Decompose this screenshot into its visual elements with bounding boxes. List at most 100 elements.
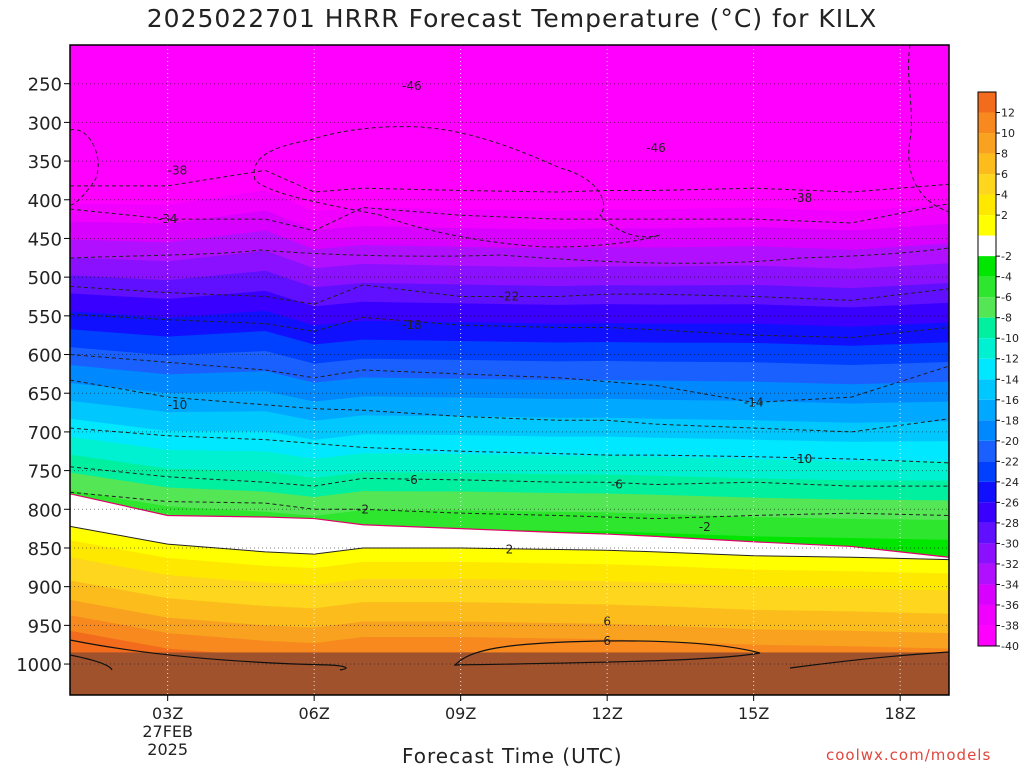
colorbar-label: 6: [1001, 168, 1008, 181]
y-tick-label: 650: [28, 384, 62, 405]
colorbar-swatch: [978, 399, 996, 421]
colorbar-swatch: [978, 358, 996, 380]
colorbar-swatch: [978, 317, 996, 339]
x-tick-label: 18Z: [885, 704, 916, 723]
colorbar-swatch: [978, 92, 996, 113]
plot-frame: [69, 44, 950, 696]
colorbar-swatch: [978, 543, 996, 564]
colorbar-swatch: [978, 215, 996, 236]
y-tick-label: 400: [28, 191, 62, 212]
colorbar-label: -26: [1001, 496, 1019, 509]
isotherm-plus10-left: [70, 654, 113, 671]
colorbar-swatch: [978, 235, 996, 257]
contour-label: 2: [506, 543, 514, 557]
colorbar-swatch: [978, 379, 996, 400]
isotherm-line: [70, 354, 949, 404]
colorbar-label: 2: [1001, 209, 1008, 222]
credit-link[interactable]: coolwx.com/models: [826, 746, 992, 764]
contour-label: -46: [646, 141, 666, 155]
y-tick-label: 350: [28, 152, 62, 173]
colorbar-label: 12: [1001, 107, 1015, 120]
colorbar-label: -8: [1001, 312, 1012, 325]
colorbar-label: -12: [1001, 353, 1019, 366]
colorbar-swatch: [978, 625, 996, 646]
y-tick-label: 1000: [16, 655, 62, 676]
x-date-label: 27FEB: [142, 722, 193, 741]
isotherm-plus6-right: [789, 651, 949, 669]
colorbar-swatch: [978, 502, 996, 523]
contour-label: -14: [744, 396, 764, 410]
contour-label: -6: [406, 473, 418, 487]
isotherm-line: [70, 466, 949, 487]
colorbar-label: -40: [1001, 640, 1019, 653]
colorbar-swatch: [978, 112, 996, 134]
contour-label: -18: [402, 318, 422, 332]
colorbar-swatch: [978, 481, 996, 503]
colorbar-swatch: [978, 133, 996, 154]
colorbar-label: -2: [1001, 250, 1012, 263]
isotherm-minus46-right: [908, 45, 949, 213]
contour-label: -46: [402, 79, 422, 93]
colorbar-label: -16: [1001, 394, 1019, 407]
isotherm-line: [70, 313, 949, 339]
y-tick-label: 250: [28, 75, 62, 96]
isotherm-plus6: [453, 640, 761, 666]
y-tick-label: 900: [28, 578, 62, 599]
colorbar-swatch: [978, 440, 996, 462]
y-tick-label: 850: [28, 539, 62, 560]
isotherm-plus6-left: [70, 639, 347, 671]
colorbar-label: -36: [1001, 599, 1019, 612]
colorbar-label: -20: [1001, 435, 1019, 448]
colorbar-swatch: [978, 153, 996, 175]
y-tick-label: 500: [28, 268, 62, 289]
colorbar-swatch: [978, 194, 996, 216]
y-tick-label: 750: [28, 462, 62, 483]
colorbar-swatch: [978, 420, 996, 441]
colorbar-frame: [977, 91, 997, 647]
colorbar-label: -18: [1001, 414, 1019, 427]
colorbar-label: -10: [1001, 332, 1019, 345]
contour-label: 6: [603, 634, 611, 648]
colorbar-swatch: [978, 256, 996, 277]
y-tick-label: 950: [28, 616, 62, 637]
isotherm-minus42: [70, 247, 949, 264]
colorbar-swatch: [978, 461, 996, 482]
x-tick-label: 09Z: [445, 704, 476, 723]
colorbar-label: -6: [1001, 291, 1012, 304]
isotherm-minus46: [253, 126, 661, 248]
colorbar-label: -14: [1001, 373, 1019, 386]
y-tick-label: 550: [28, 307, 62, 328]
colorbar-label: 4: [1001, 189, 1008, 202]
x-date-label: 2025: [147, 740, 188, 759]
colorbar-swatch: [978, 174, 996, 195]
contour-label: -38: [168, 163, 188, 177]
contour-label: -38: [793, 191, 813, 205]
x-tick-label: 12Z: [592, 704, 623, 723]
contour-label: -10: [168, 398, 188, 412]
colorbar-label: -32: [1001, 558, 1019, 571]
colorbar-label: -24: [1001, 476, 1019, 489]
colorbar-swatch: [978, 584, 996, 605]
colorbar-label: -28: [1001, 517, 1019, 530]
plot-area: -38-34-22-18-14-10-10-6-22-46-46-38-6-26…: [70, 45, 949, 695]
colorbar-swatch: [978, 276, 996, 298]
colorbar-label: 10: [1001, 127, 1015, 140]
x-tick-label: 06Z: [299, 704, 330, 723]
isotherm-minus46-left: [70, 129, 99, 206]
x-tick-label: 03Z: [152, 704, 183, 723]
y-tick-label: 700: [28, 423, 62, 444]
colorbar-swatch: [978, 297, 996, 318]
colorbar-swatch: [978, 338, 996, 359]
contour-label: -34: [158, 212, 178, 226]
isotherm-line: [70, 525, 949, 561]
colorbar-label: -4: [1001, 271, 1012, 284]
contour-label: -2: [699, 520, 711, 534]
colorbar-swatch: [978, 604, 996, 626]
contour-label: -6: [611, 478, 623, 492]
x-tick-label: 15Z: [738, 704, 769, 723]
colorbar-label: -38: [1001, 619, 1019, 632]
contour-label: -10: [793, 452, 813, 466]
colorbar-label: 8: [1001, 148, 1008, 161]
colorbar-label: -22: [1001, 455, 1019, 468]
